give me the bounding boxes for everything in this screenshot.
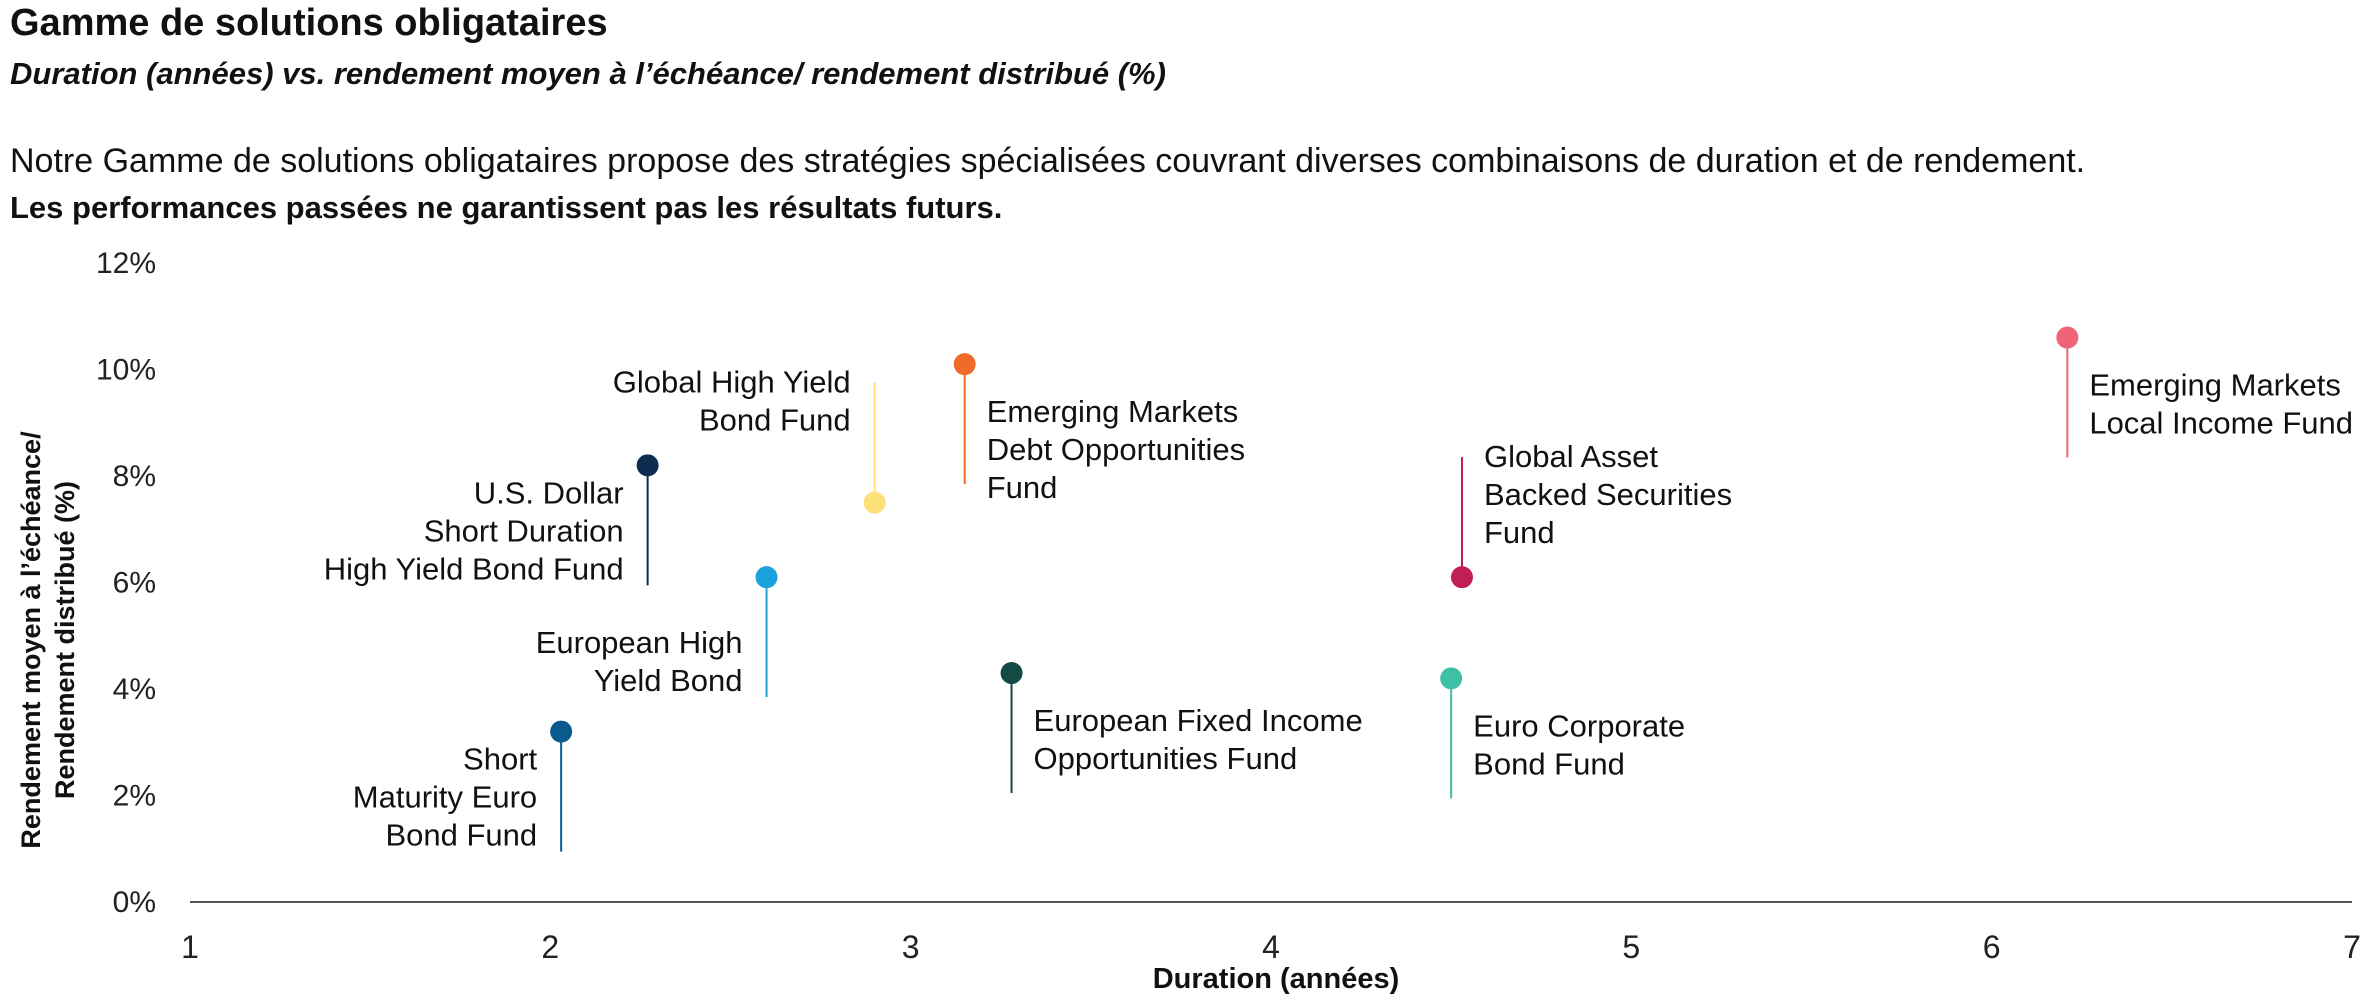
- point-label: Emerging Markets: [987, 394, 1239, 429]
- point-label: Maturity Euro: [353, 780, 537, 815]
- data-point: [550, 720, 573, 743]
- x-axis-label: Duration (années): [1153, 963, 1400, 995]
- data-point: [863, 491, 886, 514]
- x-tick-label: 2: [541, 929, 559, 965]
- y-tick-label: 4%: [113, 673, 156, 706]
- y-axis-label: Rendement moyen à l’échéance/ Rendement …: [16, 431, 80, 849]
- data-point: [1000, 662, 1023, 685]
- data-point: [755, 566, 778, 589]
- point-label: Fund: [987, 470, 1058, 505]
- x-tick-label: 3: [902, 929, 920, 965]
- chart-subtitle: Duration (années) vs. rendement moyen à …: [10, 56, 1166, 91]
- y-tick-labels: 0% 2% 4% 6% 8% 10% 12%: [96, 247, 156, 919]
- chart-description: Notre Gamme de solutions obligataires pr…: [10, 142, 2086, 180]
- y-tick-label: 2%: [113, 780, 156, 813]
- y-tick-label: 8%: [113, 460, 156, 493]
- y-tick-label: 0%: [113, 886, 156, 919]
- point-label: Emerging Markets: [2089, 368, 2341, 403]
- point-label: Bond Fund: [699, 403, 851, 438]
- stem-lines: [560, 337, 2069, 852]
- chart-title: Gamme de solutions obligataires: [10, 2, 608, 44]
- point-label: Backed Securities: [1484, 477, 1732, 512]
- data-point: [953, 353, 976, 376]
- data-point: [2056, 326, 2079, 349]
- y-tick-label: 12%: [96, 247, 156, 280]
- point-label: Fund: [1484, 515, 1555, 550]
- x-tick-label: 4: [1262, 929, 1280, 965]
- y-tick-label: 6%: [113, 567, 156, 600]
- point-label: High Yield Bond Fund: [324, 551, 624, 586]
- y-tick-label: 10%: [96, 354, 156, 387]
- point-label: Debt Opportunities: [987, 432, 1245, 467]
- performance-disclaimer: Les performances passées ne garantissent…: [10, 190, 1003, 225]
- point-label: U.S. Dollar: [474, 475, 624, 510]
- y-axis-label-line-1: Rendement moyen à l’échéance/: [16, 431, 46, 849]
- y-axis-label-line-2: Rendement distribué (%): [50, 481, 80, 799]
- data-point: [636, 454, 659, 477]
- data-point: [1450, 566, 1473, 589]
- point-label: Yield Bond: [594, 663, 743, 698]
- point-label: European Fixed Income: [1034, 703, 1363, 738]
- x-tick-label: 7: [2343, 929, 2361, 965]
- x-tick-label: 5: [1622, 929, 1640, 965]
- point-label: Global High Yield: [613, 365, 851, 400]
- point-label: European High: [536, 625, 743, 660]
- point-label: Bond Fund: [1473, 746, 1625, 781]
- x-tick-labels: 1 2 3 4 5 6 7: [181, 929, 2361, 965]
- point-label: Opportunities Fund: [1034, 741, 1298, 776]
- point-label: Short: [463, 742, 537, 777]
- point-label: Euro Corporate: [1473, 708, 1685, 743]
- data-points: [550, 326, 2079, 743]
- x-tick-label: 1: [181, 929, 199, 965]
- data-point: [1440, 667, 1463, 690]
- point-label: Local Income Fund: [2089, 406, 2353, 441]
- point-label: Bond Fund: [385, 818, 537, 853]
- point-label: Global Asset: [1484, 439, 1658, 474]
- point-label: Short Duration: [424, 513, 624, 548]
- x-tick-label: 6: [1983, 929, 2001, 965]
